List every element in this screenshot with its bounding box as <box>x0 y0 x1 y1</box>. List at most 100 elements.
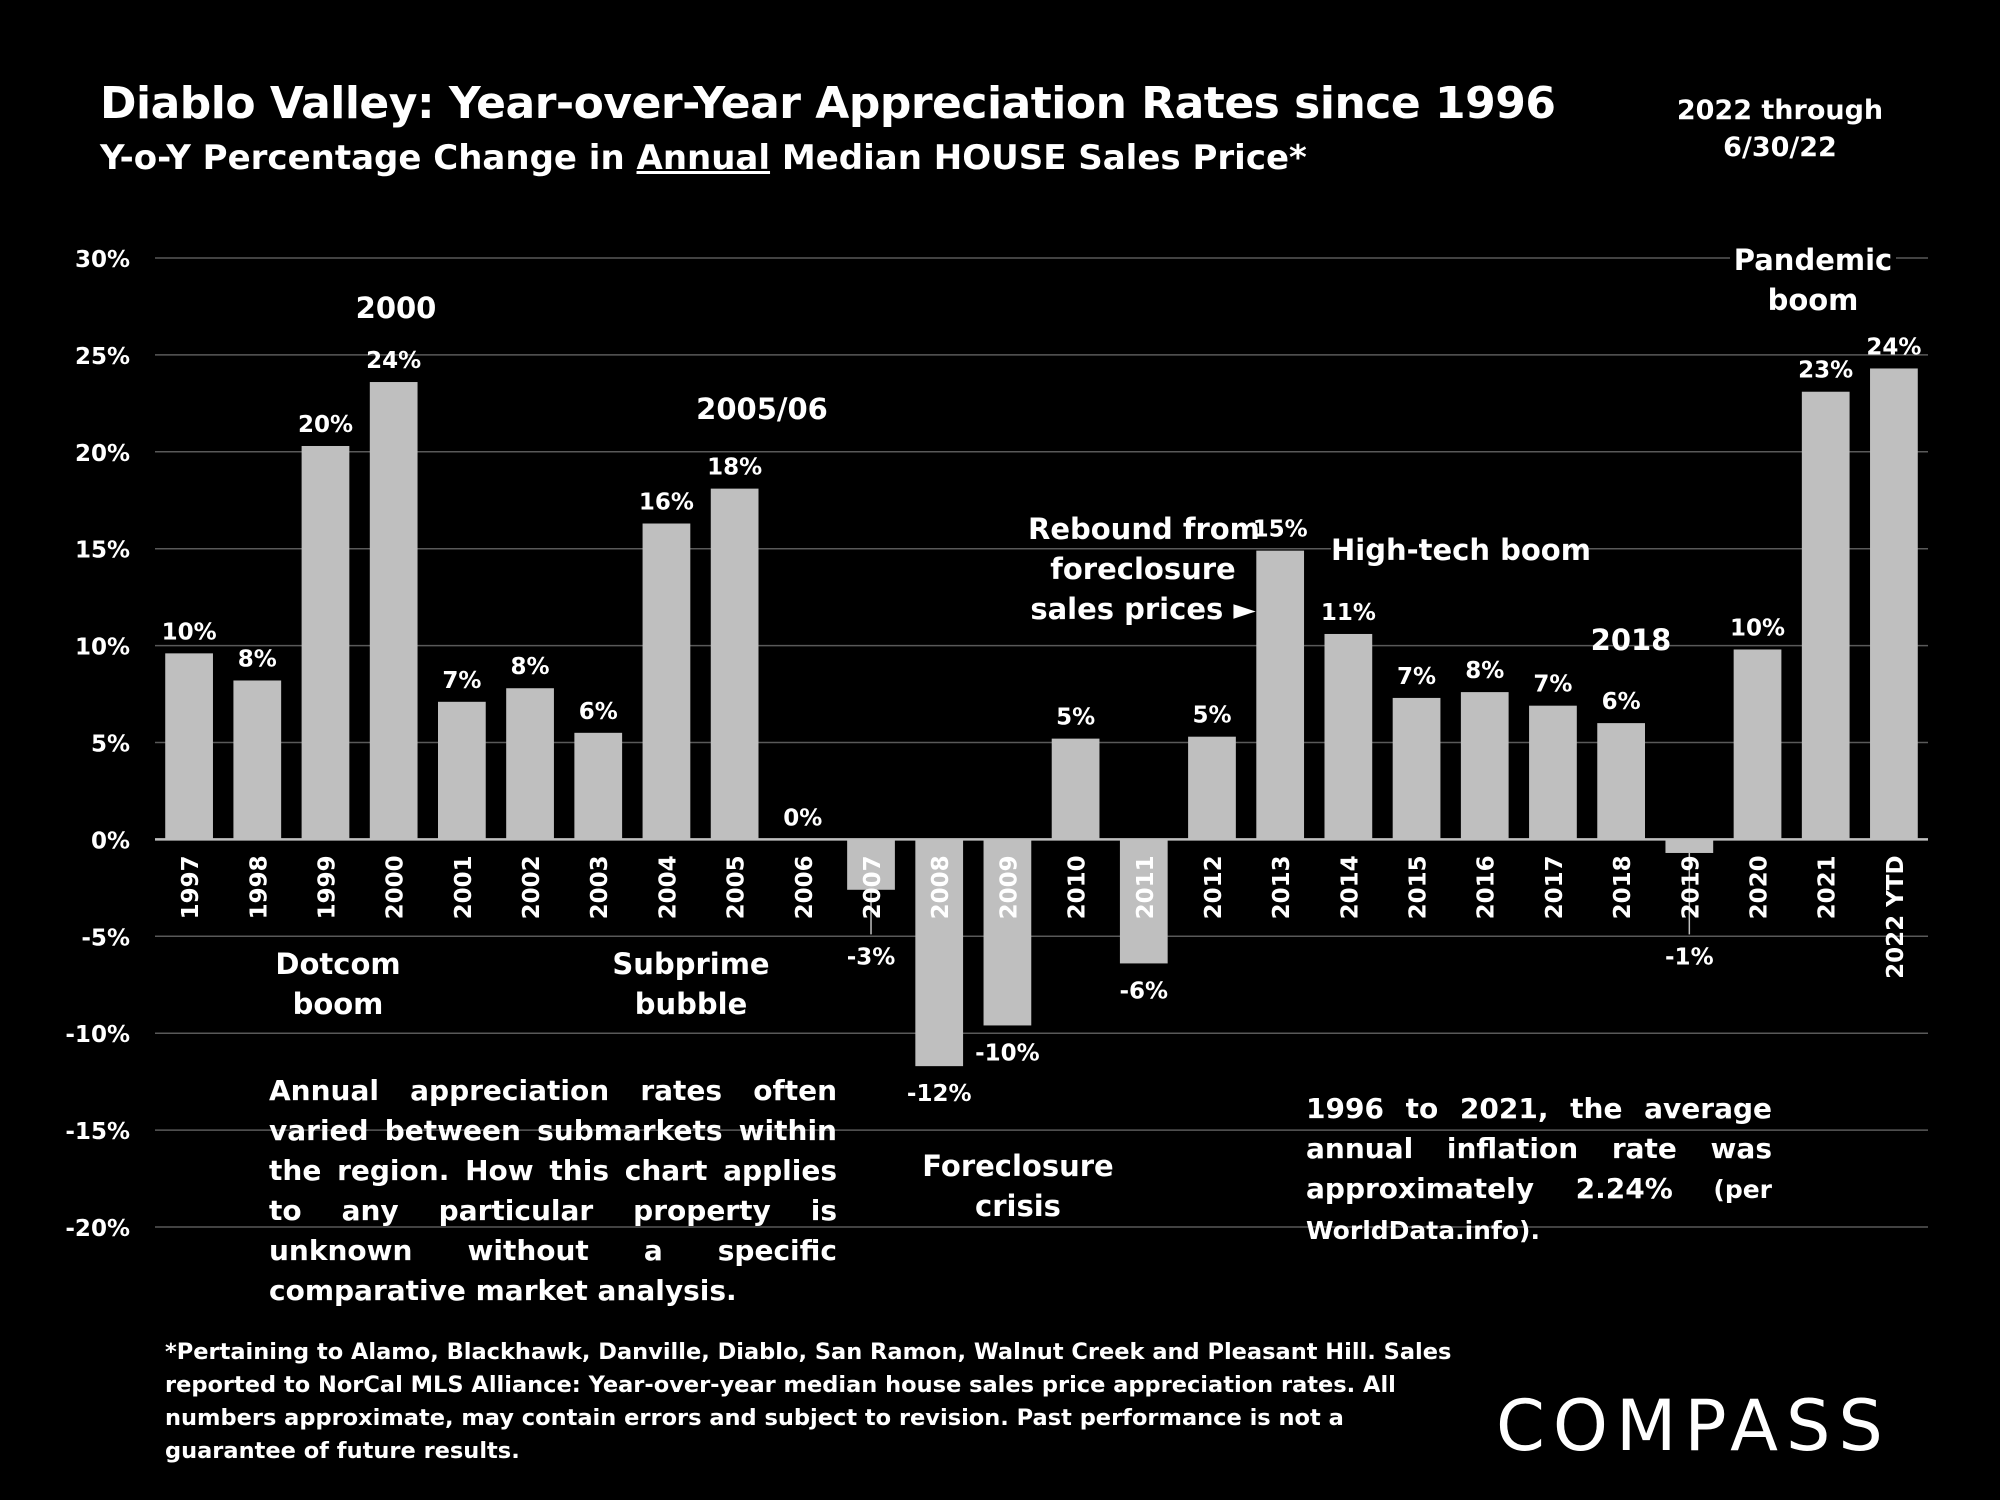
annotation-foreclosure-crisis: Foreclosure crisis <box>908 1146 1128 1226</box>
category-label: 2001 <box>451 855 477 919</box>
bar <box>369 382 418 840</box>
data-label: -12% <box>907 1081 972 1107</box>
footnote: *Pertaining to Alamo, Blackhawk, Danvill… <box>165 1339 1452 1464</box>
y-tick-label: 20% <box>75 441 130 467</box>
annotation-pandemic-boom: Pandemic boom <box>1730 240 1896 320</box>
y-tick-label: -15% <box>65 1119 130 1145</box>
category-label: 2019 <box>1678 855 1704 919</box>
category-label: 2018 <box>1610 855 1636 919</box>
category-label: 2008 <box>928 855 954 919</box>
chart-title: Diablo Valley: Year-over-Year Appreciati… <box>100 78 1556 129</box>
annotation-pandemic-line-2: boom <box>1767 283 1859 317</box>
data-label: 5% <box>1056 705 1095 731</box>
category-label: 2005 <box>724 855 750 919</box>
annotation-rebound-line-2: foreclosure <box>1050 552 1236 586</box>
y-tick-label: 15% <box>75 538 130 564</box>
data-label: 7% <box>442 668 481 694</box>
data-label: -1% <box>1665 944 1714 970</box>
y-tick-label: -10% <box>65 1022 130 1048</box>
bar <box>642 523 691 840</box>
compass-logo: COMPASS <box>1496 1385 1891 1460</box>
annotation-2018: 2018 <box>1590 623 1672 657</box>
data-label: 8% <box>238 646 277 672</box>
bar <box>847 839 895 890</box>
subtitle-underlined-word: Annual <box>636 138 771 178</box>
bar <box>710 488 759 840</box>
bar <box>1460 692 1509 840</box>
subtitle-part-1: Y-o-Y Percentage Change in <box>100 138 637 178</box>
data-label: 24% <box>366 348 421 374</box>
annotation-foreclosure-line-1: Foreclosure <box>922 1149 1114 1183</box>
bar <box>915 839 964 1067</box>
compass-logo-text: COMPASS <box>1496 1385 1891 1460</box>
y-tick-label: 0% <box>91 828 130 854</box>
y-tick-label: 30% <box>75 247 130 273</box>
bar <box>1188 736 1236 840</box>
period-note: 2022 through 6/30/22 <box>1660 92 1900 166</box>
bar <box>506 688 554 840</box>
annotation-dotcom-line-2: boom <box>292 987 384 1021</box>
y-tick-label: 25% <box>75 344 130 370</box>
bar <box>1665 839 1714 853</box>
note-inflation-rate: 1996 to 2021, the average annual inflati… <box>1306 1089 1772 1251</box>
category-label: 2002 <box>519 855 545 919</box>
data-label: 6% <box>1602 689 1641 715</box>
note-inflation-main: 1996 to 2021, the average annual inflati… <box>1306 1092 1772 1205</box>
data-label: 8% <box>1465 658 1504 684</box>
category-label: 2003 <box>587 855 613 919</box>
y-tick-label: -20% <box>65 1216 130 1242</box>
chart-subtitle: Y-o-Y Percentage Change in Annual Median… <box>100 138 1307 178</box>
category-label: 2007 <box>860 855 886 919</box>
bar <box>1051 738 1100 840</box>
data-label: -6% <box>1119 978 1168 1004</box>
y-tick-label: 10% <box>75 635 130 661</box>
annotation-subprime-bubble: Subprime bubble <box>594 944 788 1024</box>
category-label: 2016 <box>1474 855 1500 919</box>
annotation-foreclosure-line-2: crisis <box>975 1189 1061 1223</box>
bar <box>1392 697 1441 840</box>
data-label: 16% <box>639 490 694 516</box>
data-label: -10% <box>975 1040 1040 1066</box>
category-label: 2017 <box>1542 855 1568 919</box>
bar <box>1256 550 1305 840</box>
category-label: 2009 <box>996 855 1022 919</box>
category-label: 2010 <box>1065 855 1091 919</box>
category-label: 2014 <box>1337 855 1363 919</box>
data-label: 18% <box>707 455 762 481</box>
note-submarket-disclaimer: Annual appreciation rates often varied b… <box>269 1074 837 1307</box>
category-label: 1997 <box>178 855 204 919</box>
category-label: 2004 <box>655 855 681 919</box>
bar <box>983 839 1032 1026</box>
data-label: 7% <box>1397 664 1436 690</box>
category-label: 2013 <box>1269 855 1295 919</box>
bar <box>1733 649 1782 840</box>
category-label: 2021 <box>1815 855 1841 919</box>
category-label: 1998 <box>246 855 272 919</box>
data-label: 7% <box>1533 672 1572 698</box>
note-inflation-source: (per WorldData.info). <box>1306 1175 1772 1245</box>
data-label: 11% <box>1321 600 1376 626</box>
annotation-dotcom-boom: Dotcom boom <box>263 944 413 1024</box>
category-label: 2011 <box>1133 855 1159 919</box>
bar <box>1597 723 1646 840</box>
y-tick-label: -5% <box>81 925 130 951</box>
bar <box>165 653 213 840</box>
data-label: 8% <box>511 654 550 680</box>
period-note-line-1: 2022 through <box>1676 95 1884 126</box>
annotation-pandemic-line-1: Pandemic <box>1733 243 1893 277</box>
annotation-subprime-line-2: bubble <box>634 987 748 1021</box>
bar <box>574 732 623 840</box>
data-label: 24% <box>1866 334 1921 360</box>
annotation-rebound: Rebound from foreclosure sales prices ► <box>1028 509 1260 629</box>
category-label: 2012 <box>1201 855 1227 919</box>
bar <box>437 701 486 840</box>
data-label: 5% <box>1192 703 1231 729</box>
data-label: 15% <box>1253 517 1308 543</box>
annotation-dotcom-line-1: Dotcom <box>275 947 401 981</box>
category-label: 2015 <box>1406 855 1432 919</box>
category-label: 2006 <box>792 855 818 919</box>
bar <box>1324 633 1373 840</box>
annotation-2005-06: 2005/06 <box>696 392 828 426</box>
annotation-rebound-line-3: sales prices ► <box>1030 592 1256 626</box>
category-label: 1999 <box>314 855 340 919</box>
